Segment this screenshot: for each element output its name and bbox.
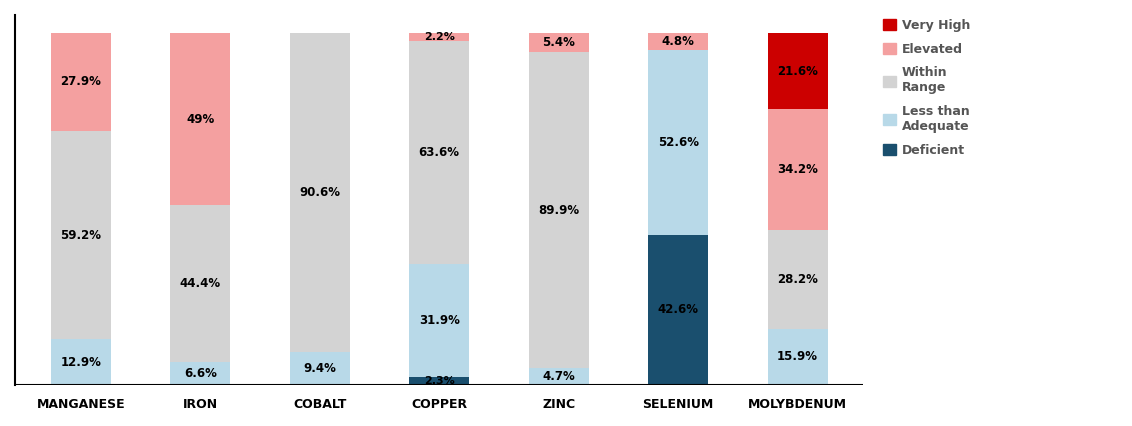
Bar xyxy=(649,33,708,50)
Bar xyxy=(410,40,469,265)
Bar xyxy=(51,131,111,340)
Text: 15.9%: 15.9% xyxy=(778,350,818,363)
Bar xyxy=(767,33,827,109)
Bar xyxy=(290,352,350,385)
Bar xyxy=(767,329,827,385)
Bar xyxy=(170,33,230,205)
Text: 49%: 49% xyxy=(186,112,214,126)
Bar xyxy=(529,368,589,385)
Bar xyxy=(529,52,589,368)
Text: 52.6%: 52.6% xyxy=(658,136,698,149)
Bar xyxy=(51,340,111,385)
Text: 59.2%: 59.2% xyxy=(60,229,101,242)
Bar xyxy=(410,265,469,377)
Text: 5.4%: 5.4% xyxy=(542,36,575,49)
Text: 34.2%: 34.2% xyxy=(778,163,818,176)
Text: 89.9%: 89.9% xyxy=(538,204,580,216)
Text: 6.6%: 6.6% xyxy=(183,367,216,380)
Bar xyxy=(170,362,230,385)
Text: 4.7%: 4.7% xyxy=(542,370,575,383)
Bar xyxy=(410,33,469,40)
Text: 9.4%: 9.4% xyxy=(303,362,336,375)
Legend: Very High, Elevated, Within
Range, Less than
Adequate, Deficient: Very High, Elevated, Within Range, Less … xyxy=(878,14,975,162)
Text: 4.8%: 4.8% xyxy=(662,35,695,48)
Text: 28.2%: 28.2% xyxy=(778,273,818,286)
Text: 12.9%: 12.9% xyxy=(60,356,101,368)
Bar xyxy=(529,33,589,52)
Text: 42.6%: 42.6% xyxy=(658,303,698,317)
Text: 2.2%: 2.2% xyxy=(423,32,455,42)
Text: 63.6%: 63.6% xyxy=(419,146,460,159)
Text: 90.6%: 90.6% xyxy=(299,186,341,199)
Text: 27.9%: 27.9% xyxy=(60,75,101,89)
Text: 2.3%: 2.3% xyxy=(423,376,455,386)
Bar xyxy=(767,230,827,329)
Bar xyxy=(290,33,350,352)
Bar xyxy=(170,205,230,362)
Bar xyxy=(649,235,708,385)
Text: 44.4%: 44.4% xyxy=(180,277,221,290)
Bar xyxy=(649,50,708,235)
Bar xyxy=(51,33,111,131)
Text: 31.9%: 31.9% xyxy=(419,314,460,327)
Text: 21.6%: 21.6% xyxy=(778,65,818,78)
Bar xyxy=(410,377,469,385)
Bar xyxy=(767,109,827,230)
